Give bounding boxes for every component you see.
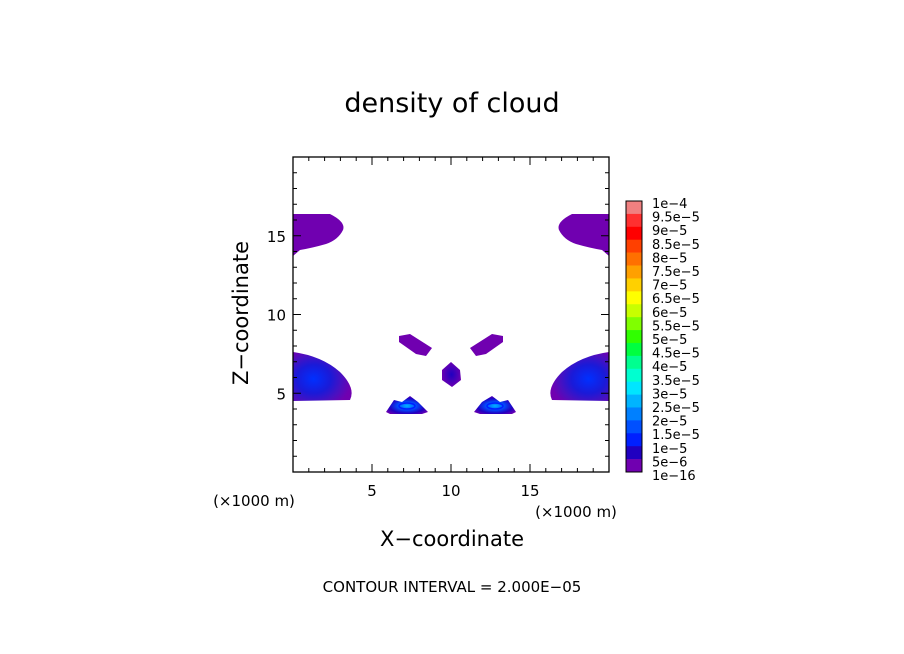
colorbar-swatch — [626, 342, 642, 357]
region-lower-right-lobe — [550, 352, 609, 401]
right-cell-inner-contour — [486, 402, 504, 410]
colorbar-swatch — [626, 226, 642, 241]
colorbar-label: 4.5e−5 — [652, 347, 700, 362]
colorbar-label: 9e−5 — [652, 224, 687, 239]
region-left-diagonal — [399, 334, 432, 356]
colorbar-swatch — [626, 278, 642, 292]
colorbar-label: 5e−5 — [652, 333, 687, 348]
axis-tick-labels: 5 10 15 5 10 15 — [267, 228, 540, 500]
colorbar-swatch — [626, 239, 642, 253]
left-cell-inner-contour — [398, 402, 416, 410]
colorbar-label: 1e−4 — [652, 197, 687, 212]
region-left-small-cell — [386, 396, 428, 414]
colorbar-swatch — [626, 407, 642, 421]
x-unit-right: (×1000 m) — [535, 503, 617, 521]
colorbar-swatch — [626, 368, 642, 382]
region-right-diagonal — [470, 334, 503, 356]
axis-ticks — [293, 157, 609, 472]
region-lower-left-lobe — [293, 352, 352, 401]
x-unit-left: (×1000 m) — [213, 492, 295, 510]
colorbar-swatch — [626, 213, 642, 228]
colorbar-swatch — [626, 317, 642, 331]
region-upper-left-band — [293, 214, 344, 256]
colorbar-swatch — [626, 446, 642, 460]
colorbar-swatch — [626, 291, 642, 305]
region-right-small-cell — [474, 396, 516, 414]
colorbar-swatch — [626, 394, 642, 408]
y-axis-label: Z−coordinate — [229, 241, 253, 385]
colorbar-swatch — [626, 265, 642, 279]
y-tick-label: 10 — [267, 307, 286, 325]
colorbar-swatch — [626, 420, 642, 434]
colorbar-frame — [625, 200, 643, 473]
colorbar-swatch — [626, 330, 642, 344]
colorbar-label: 9.5e−5 — [652, 211, 700, 226]
colorbar-swatch — [626, 304, 642, 318]
colorbar-label: 1e−5 — [652, 442, 687, 457]
plot-frame — [292, 156, 610, 473]
plot-regions — [293, 214, 609, 414]
colorbar-label: 8.5e−5 — [652, 238, 700, 253]
colorbar-label: 3.5e−5 — [652, 374, 700, 389]
colorbar-label: 5.5e−5 — [652, 319, 700, 334]
x-tick-label: 5 — [367, 482, 377, 500]
chart-title: density of cloud — [344, 88, 559, 119]
colorbar-swatch — [626, 459, 642, 473]
colorbar-swatch — [626, 252, 642, 266]
colorbar-swatch — [626, 201, 642, 215]
y-tick-label: 15 — [267, 228, 286, 246]
colorbar-label: 2e−5 — [652, 415, 687, 430]
colorbar-label: 3e−5 — [652, 387, 687, 402]
colorbar-swatch — [626, 381, 642, 395]
colorbar-swatch — [626, 433, 642, 447]
x-axis-label: X−coordinate — [380, 527, 524, 551]
colorbar-label: 8e−5 — [652, 251, 687, 266]
y-tick-label: 5 — [276, 385, 286, 403]
contour-interval-text: CONTOUR INTERVAL = 2.000E−05 — [323, 578, 582, 596]
colorbar-label: 7.5e−5 — [652, 265, 700, 280]
colorbar-label: 4e−5 — [652, 360, 687, 375]
region-center-core — [442, 362, 461, 387]
region-upper-right-band — [558, 214, 609, 256]
colorbar-swatch — [626, 355, 642, 370]
x-tick-label: 15 — [520, 482, 539, 500]
colorbar-label: 5e−6 — [652, 455, 687, 470]
colorbar-label: 2.5e−5 — [652, 401, 700, 416]
colorbar-label: 6.5e−5 — [652, 292, 700, 307]
colorbar-label: 6e−5 — [652, 306, 687, 321]
x-tick-label: 10 — [441, 482, 460, 500]
colorbar-label: 1e−16 — [652, 469, 696, 484]
colorbar: 1e−49.5e−59e−58.5e−58e−57.5e−57e−56.5e−5… — [625, 197, 700, 484]
colorbar-label: 7e−5 — [652, 279, 687, 294]
colorbar-label: 1.5e−5 — [652, 428, 700, 443]
